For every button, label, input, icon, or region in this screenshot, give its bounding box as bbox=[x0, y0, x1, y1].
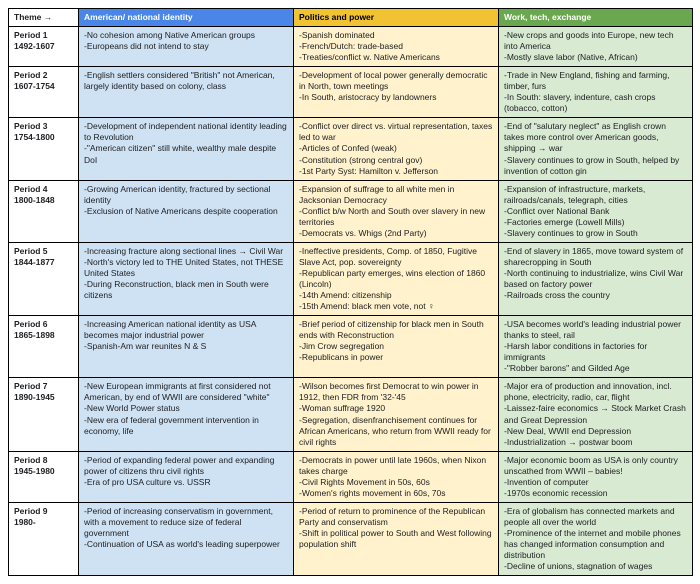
table-row: Period 4 1800-1848-Growing American iden… bbox=[9, 180, 693, 242]
header-identity: American/ national identity bbox=[79, 9, 294, 27]
cell-col1: -English settlers considered "British" n… bbox=[79, 67, 294, 118]
period-label: Period 8 1945-1980 bbox=[9, 451, 79, 502]
table-row: Period 9 1980--Period of increasing cons… bbox=[9, 502, 693, 575]
period-label: Period 5 1844-1877 bbox=[9, 242, 79, 315]
cell-col1: -New European immigrants at first consid… bbox=[79, 378, 294, 451]
cell-col2: -Spanish dominated -French/Dutch: trade-… bbox=[294, 27, 499, 67]
cell-col3: -Major era of production and innovation,… bbox=[499, 378, 693, 451]
period-label: Period 9 1980- bbox=[9, 502, 79, 575]
header-work: Work, tech, exchange bbox=[499, 9, 693, 27]
cell-col2: -Democrats in power until late 1960s, wh… bbox=[294, 451, 499, 502]
cell-col2: -Development of local power generally de… bbox=[294, 67, 499, 118]
cell-col3: -Expansion of infrastructure, markets, r… bbox=[499, 180, 693, 242]
cell-col3: -Major economic boom as USA is only coun… bbox=[499, 451, 693, 502]
cell-col2: -Wilson becomes first Democrat to win po… bbox=[294, 378, 499, 451]
header-politics: Politics and power bbox=[294, 9, 499, 27]
history-themes-table: Theme → American/ national identity Poli… bbox=[8, 8, 693, 576]
cell-col3: -End of slavery in 1865, move toward sys… bbox=[499, 242, 693, 315]
period-label: Period 4 1800-1848 bbox=[9, 180, 79, 242]
cell-col1: -Increasing fracture along sectional lin… bbox=[79, 242, 294, 315]
cell-col1: -Period of expanding federal power and e… bbox=[79, 451, 294, 502]
header-row: Theme → American/ national identity Poli… bbox=[9, 9, 693, 27]
cell-col2: -Ineffective presidents, Comp. of 1850, … bbox=[294, 242, 499, 315]
period-label: Period 3 1754-1800 bbox=[9, 118, 79, 180]
table-row: Period 8 1945-1980-Period of expanding f… bbox=[9, 451, 693, 502]
cell-col1: -Development of independent national ide… bbox=[79, 118, 294, 180]
cell-col3: -USA becomes world's leading industrial … bbox=[499, 316, 693, 378]
period-label: Period 7 1890-1945 bbox=[9, 378, 79, 451]
cell-col3: -New crops and goods into Europe, new te… bbox=[499, 27, 693, 67]
cell-col1: -Period of increasing conservatism in go… bbox=[79, 502, 294, 575]
cell-col2: -Expansion of suffrage to all white men … bbox=[294, 180, 499, 242]
table-row: Period 3 1754-1800-Development of indepe… bbox=[9, 118, 693, 180]
cell-col2: -Conflict over direct vs. virtual repres… bbox=[294, 118, 499, 180]
cell-col3: -End of "salutary neglect" as English cr… bbox=[499, 118, 693, 180]
cell-col2: -Period of return to prominence of the R… bbox=[294, 502, 499, 575]
period-label: Period 2 1607-1754 bbox=[9, 67, 79, 118]
period-label: Period 1 1492-1607 bbox=[9, 27, 79, 67]
table-row: Period 5 1844-1877-Increasing fracture a… bbox=[9, 242, 693, 315]
cell-col1: -Increasing American national identity a… bbox=[79, 316, 294, 378]
header-theme: Theme → bbox=[9, 9, 79, 27]
cell-col1: -No cohesion among Native American group… bbox=[79, 27, 294, 67]
period-label: Period 6 1865-1898 bbox=[9, 316, 79, 378]
table-row: Period 7 1890-1945-New European immigran… bbox=[9, 378, 693, 451]
cell-col2: -Brief period of citizenship for black m… bbox=[294, 316, 499, 378]
cell-col3: -Trade in New England, fishing and farmi… bbox=[499, 67, 693, 118]
table-row: Period 1 1492-1607-No cohesion among Nat… bbox=[9, 27, 693, 67]
cell-col1: -Growing American identity, fractured by… bbox=[79, 180, 294, 242]
table-row: Period 2 1607-1754-English settlers cons… bbox=[9, 67, 693, 118]
table-row: Period 6 1865-1898-Increasing American n… bbox=[9, 316, 693, 378]
cell-col3: -Era of globalism has connected markets … bbox=[499, 502, 693, 575]
